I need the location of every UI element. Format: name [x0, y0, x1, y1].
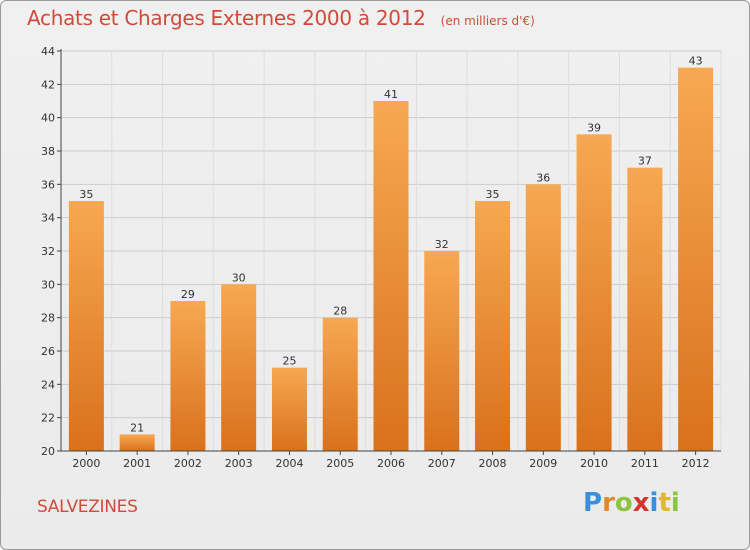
- y-tick-label: 30: [41, 278, 55, 291]
- x-tick-label: 2012: [682, 457, 710, 470]
- bar: [424, 251, 460, 451]
- bar-value-label: 36: [536, 171, 550, 184]
- bar-value-label: 30: [232, 271, 246, 284]
- y-tick-label: 26: [41, 345, 55, 358]
- x-tick-label: 2011: [631, 457, 659, 470]
- y-tick-label: 22: [41, 412, 55, 425]
- chart-unit: (en milliers d'€): [440, 14, 535, 28]
- y-tick-label: 42: [41, 78, 55, 91]
- y-tick-label: 32: [41, 245, 55, 258]
- bar-value-label: 39: [587, 121, 601, 134]
- x-tick-label: 2005: [326, 457, 354, 470]
- logo-letter: o: [614, 488, 633, 518]
- proxiti-logo[interactable]: Proxiti: [583, 488, 680, 518]
- bar-value-label: 29: [181, 288, 195, 301]
- y-tick-label: 36: [41, 178, 55, 191]
- bar: [678, 67, 714, 452]
- bar-value-label: 28: [333, 305, 347, 318]
- logo-letter: x: [632, 488, 650, 518]
- bar: [525, 184, 561, 452]
- axes: [57, 49, 721, 455]
- x-tick-label: 2009: [529, 457, 557, 470]
- bars: [68, 67, 714, 452]
- bar-value-label: 35: [79, 188, 93, 201]
- x-tick-label: 2003: [225, 457, 253, 470]
- logo-letter: P: [583, 488, 603, 518]
- bar: [221, 284, 257, 451]
- bar-value-label: 41: [384, 88, 398, 101]
- bar: [170, 301, 206, 451]
- x-tick-label: 2008: [479, 457, 507, 470]
- bar: [627, 167, 663, 451]
- y-tick-label: 40: [41, 112, 55, 125]
- y-tick-label: 20: [41, 445, 55, 458]
- y-tick-label: 38: [41, 145, 55, 158]
- commune-name: SALVEZINES: [37, 497, 138, 517]
- y-tick-label: 24: [41, 378, 55, 391]
- labels: 20 22 24 26 28 30 32 34 36 38 40 42 44 35 2000 21 2001 29…: [41, 45, 710, 470]
- bar: [119, 434, 155, 451]
- y-tick-label: 28: [41, 312, 55, 325]
- logo-letter: i: [670, 488, 680, 518]
- bar: [576, 134, 612, 452]
- bar-value-label: 35: [486, 188, 500, 201]
- bar: [271, 367, 307, 451]
- logo-letter: r: [602, 488, 615, 518]
- bar-value-label: 37: [638, 155, 652, 168]
- bar-value-label: 21: [130, 421, 144, 434]
- bar: [475, 201, 511, 451]
- y-tick-label: 34: [41, 212, 55, 225]
- bar: [322, 317, 358, 451]
- bar: [373, 101, 409, 451]
- x-tick-label: 2002: [174, 457, 202, 470]
- chart-title: Achats et Charges Externes 2000 à 2012: [27, 6, 426, 30]
- bar: [68, 201, 104, 451]
- logo-letter: t: [658, 488, 671, 518]
- x-tick-label: 2006: [377, 457, 405, 470]
- x-tick-label: 2000: [72, 457, 100, 470]
- x-tick-label: 2010: [580, 457, 608, 470]
- y-tick-label: 44: [41, 45, 55, 58]
- logo-letter: i: [649, 488, 659, 518]
- x-tick-label: 2004: [275, 457, 303, 470]
- bar-value-label: 25: [282, 355, 296, 368]
- bar-value-label: 32: [435, 238, 449, 251]
- chart-title-row: Achats et Charges Externes 2000 à 2012 (…: [27, 6, 535, 30]
- x-tick-label: 2007: [428, 457, 456, 470]
- bar-value-label: 43: [689, 55, 703, 68]
- x-tick-label: 2001: [123, 457, 151, 470]
